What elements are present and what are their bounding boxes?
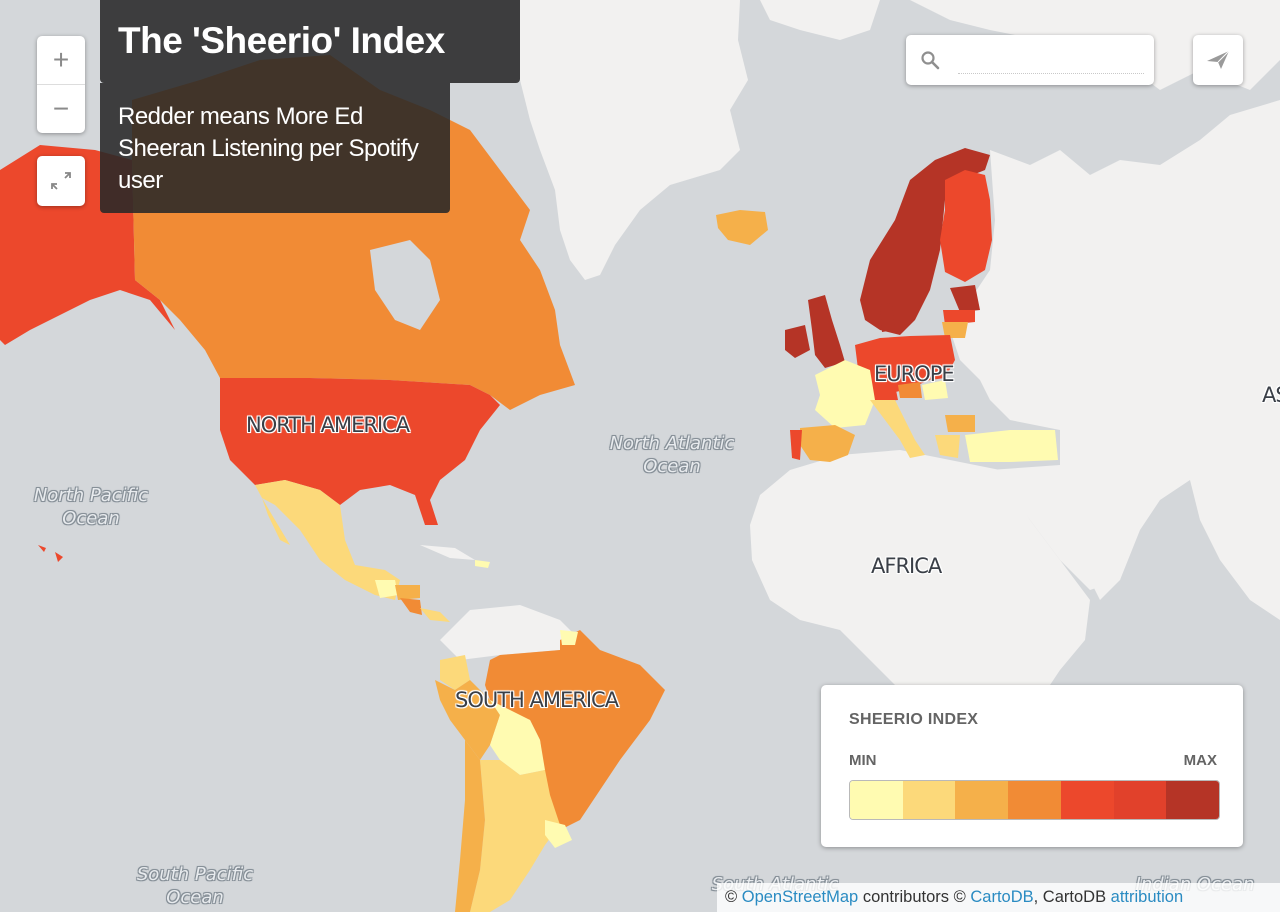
continent-label-north-america: NORTH AMERICA — [246, 413, 410, 437]
zoom-in-button[interactable]: + — [37, 36, 85, 84]
fullscreen-button[interactable] — [37, 156, 85, 206]
legend-swatch-5 — [1060, 781, 1114, 819]
openstreetmap-link[interactable]: OpenStreetMap — [741, 888, 859, 906]
ocean-label-line: South Pacific — [136, 864, 254, 885]
legend-panel: SHEERIO INDEX MIN MAX — [821, 685, 1243, 847]
search-input[interactable] — [958, 47, 1144, 74]
continent-label-africa: AFRICA — [871, 554, 942, 578]
ocean-label-line: Ocean — [62, 508, 120, 529]
description-panel: Redder means More Ed Sheeran Listening p… — [100, 83, 450, 213]
continent-label-asia: AS — [1262, 383, 1280, 407]
attribution-prefix: © — [725, 888, 742, 906]
continent-label-south-america: SOUTH AMERICA — [455, 688, 619, 712]
search-box — [906, 35, 1154, 85]
attribution-middle: contributors © — [858, 888, 971, 906]
fullscreen-collapse-icon — [51, 172, 71, 190]
legend-color-scale — [849, 780, 1220, 820]
cartodb-link[interactable]: CartoDB — [970, 888, 1034, 906]
title-panel: The 'Sheerio' Index — [100, 0, 520, 83]
continent-label-europe: EUROPE — [874, 362, 955, 386]
legend-swatch-6 — [1113, 781, 1167, 819]
map-attribution: © OpenStreetMap contributors © CartoDB, … — [717, 883, 1280, 912]
legend-max-label: MAX — [1183, 752, 1217, 769]
legend-swatch-1 — [850, 781, 903, 819]
locate-button[interactable] — [1193, 35, 1243, 85]
legend-swatch-4 — [1008, 781, 1061, 819]
legend-swatch-3 — [955, 781, 1009, 819]
map-title: The 'Sheerio' Index — [118, 20, 445, 61]
ocean-label-north-atlantic: North Atlantic Ocean — [592, 432, 752, 478]
legend-title: SHEERIO INDEX — [849, 711, 979, 728]
ocean-label-line: North Pacific — [33, 485, 149, 506]
legend-swatch-7 — [1166, 781, 1219, 819]
paper-plane-icon — [1207, 50, 1230, 69]
ocean-label-north-pacific: North Pacific Ocean — [16, 484, 166, 530]
attribution-link[interactable]: attribution — [1110, 888, 1184, 906]
legend-swatch-2 — [902, 781, 956, 819]
ocean-label-south-pacific: South Pacific Ocean — [120, 863, 270, 909]
minus-icon: − — [52, 93, 70, 124]
ocean-label-line: Ocean — [643, 456, 701, 477]
ocean-label-line: Ocean — [166, 887, 224, 908]
attribution-suffix: , CartoDB — [1033, 888, 1111, 906]
zoom-out-button[interactable]: − — [37, 84, 85, 133]
plus-icon: + — [52, 44, 70, 75]
legend-min-label: MIN — [849, 752, 877, 769]
search-icon — [921, 51, 940, 70]
zoom-control: + − — [37, 36, 85, 133]
ocean-label-line: North Atlantic — [609, 433, 735, 454]
map-description: Redder means More Ed Sheeran Listening p… — [118, 103, 419, 194]
